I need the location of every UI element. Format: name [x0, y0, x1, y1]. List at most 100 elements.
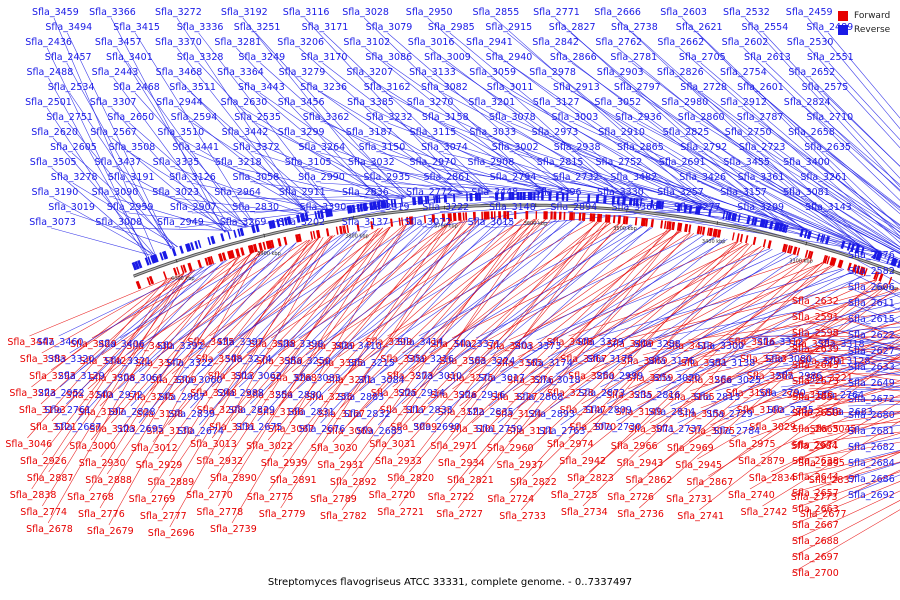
gene-label: Sfla_2943 [617, 458, 664, 469]
gene-label: Sfla_3105 [285, 157, 332, 168]
gene-label: Sfla_3348 [196, 354, 243, 365]
gene-connector [710, 344, 900, 426]
gene-label: Sfla_2829 [228, 405, 275, 416]
gene-label: Sfla_2633 [848, 362, 895, 373]
forward-gene [712, 228, 717, 237]
reverse-gene [179, 245, 184, 254]
reverse-gene [390, 199, 394, 208]
gene-label: Sfla_2939 [261, 458, 308, 469]
forward-gene [784, 244, 788, 253]
reverse-gene [359, 203, 364, 212]
gene-label: Sfla_2908 [468, 157, 515, 168]
gene-label: Sfla_2691 [659, 157, 706, 168]
gene-label: Sfla_3159 [679, 409, 726, 420]
reverse-gene [501, 192, 505, 201]
gene-label: Sfla_2894 [550, 202, 597, 213]
gene-label: Sfla_2729 [706, 409, 753, 420]
gene-connector [791, 332, 900, 360]
forward-gene [148, 275, 155, 285]
gene-connector [191, 92, 325, 210]
gene-connector [46, 107, 148, 258]
reverse-gene [478, 192, 482, 201]
reverse-gene [159, 252, 164, 261]
gene-label: Sfla_2866 [550, 52, 597, 63]
gene-connector [512, 242, 743, 392]
gene-label: Sfla_2911 [279, 187, 326, 198]
gene-label: Sfla_3224 [469, 356, 516, 367]
reverse-gene [768, 221, 774, 230]
gene-label: Sfla_2611 [848, 298, 895, 309]
gene-connector [830, 450, 900, 475]
gene-label: Sfla_3416 [729, 337, 776, 348]
forward-gene [789, 245, 793, 254]
legend: Forward Reverse [838, 9, 898, 37]
gene-connector [431, 167, 630, 198]
gene-label: Sfla_3032 [348, 157, 395, 168]
forward-gene [295, 234, 300, 243]
gene-label: Sfla_3218 [215, 157, 262, 168]
gene-connector [412, 223, 624, 422]
gene-label: Sfla_3143 [805, 202, 852, 213]
gene-label: Sfla_2821 [447, 475, 494, 486]
forward-gene [441, 213, 446, 222]
gene-label: Sfla_3197 [78, 407, 125, 418]
gene-label: Sfla_2964 [214, 187, 261, 198]
forward-gene [863, 268, 868, 277]
gene-label: Sfla_3025 [714, 375, 761, 386]
gene-connector [636, 122, 885, 255]
reverse-gene [776, 222, 781, 231]
gene-label: Sfla_2582 [848, 266, 895, 277]
gene-label: Sfla_3160 [737, 405, 784, 416]
gene-connector [117, 227, 233, 231]
gene-label: Sfla_2950 [406, 7, 453, 18]
gene-label: Sfla_2736 [617, 509, 664, 520]
forward-gene [688, 224, 692, 233]
gene-label: Sfla_2789 [310, 494, 357, 505]
gene-label: Sfla_3482 [610, 172, 657, 183]
gene-label: Sfla_2657 [792, 488, 839, 499]
forward-gene [804, 249, 809, 258]
forward-gene [792, 246, 798, 255]
gene-connector [304, 17, 468, 194]
gene-label: Sfla_3073 [29, 217, 76, 228]
gene-connector [399, 222, 608, 507]
gene-connector [116, 47, 232, 231]
gene-label: Sfla_2686 [848, 474, 895, 485]
gene-connector [99, 253, 251, 509]
gene-connector [129, 122, 248, 227]
gene-label: Sfla_2916 [459, 390, 506, 401]
gene-label: Sfla_3403 [487, 341, 534, 352]
scale-tick [716, 221, 718, 226]
gene-label: Sfla_3331 [681, 358, 728, 369]
gene-connector [69, 262, 216, 354]
gene-label: Sfla_3113 [795, 407, 842, 418]
gene-label: Sfla_3158 [422, 112, 469, 123]
gene-connector [762, 420, 900, 507]
forward-gene [221, 252, 227, 261]
reverse-gene [803, 229, 808, 239]
forward-gene [452, 212, 457, 222]
gene-connector [750, 335, 900, 338]
reverse-gene [650, 199, 654, 209]
gene-label: Sfla_2776 [78, 509, 125, 520]
gene-label: Sfla_3430 [126, 341, 173, 352]
reverse-gene [658, 200, 662, 210]
forward-gene [739, 234, 744, 243]
gene-label: Sfla_2830 [232, 202, 279, 213]
gene-label: Sfla_2635 [804, 142, 851, 153]
gene-connector [396, 222, 605, 456]
gene-label: Sfla_2697 [792, 552, 839, 563]
gene-connector [747, 357, 900, 388]
scale-tick [805, 241, 808, 246]
forward-gene [666, 221, 669, 230]
gene-connector [130, 152, 249, 227]
gene-connector [468, 232, 691, 475]
gene-label: Sfla_2930 [79, 458, 126, 469]
gene-connector [299, 47, 462, 194]
gene-label: Sfla_3045 [810, 424, 857, 435]
gene-label: Sfla_2926 [20, 456, 67, 467]
scale-tick [175, 258, 178, 263]
gene-connector [168, 235, 332, 426]
scale-tick-label: 3900 kbp [257, 251, 281, 257]
